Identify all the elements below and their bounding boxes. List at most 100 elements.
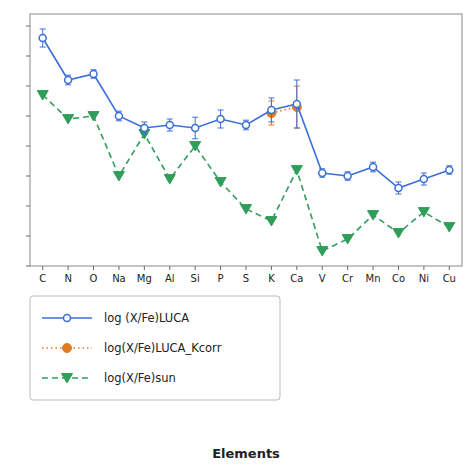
error-bar: [345, 172, 351, 180]
x-tick: [195, 266, 196, 270]
point: [88, 112, 99, 121]
legend-label: log(X/Fe)sun: [104, 371, 176, 385]
point: [395, 185, 402, 192]
error-bar: [319, 169, 325, 177]
x-tick-label: Si: [191, 273, 200, 284]
x-tick: [271, 266, 272, 270]
point: [63, 115, 74, 124]
error-bar: [218, 110, 224, 128]
x-axis-label: Elements: [212, 446, 280, 461]
legend-marker: [63, 344, 72, 353]
x-tick-label: Mn: [366, 273, 381, 284]
x-tick-label: P: [218, 273, 224, 284]
x-tick: [322, 266, 323, 270]
x-tick: [398, 266, 399, 270]
error-bar: [294, 80, 300, 128]
x-tick: [423, 266, 424, 270]
point: [37, 91, 48, 100]
point: [39, 35, 46, 42]
x-tick: [246, 266, 247, 270]
error-bar: [446, 166, 452, 174]
x-tick-label: N: [64, 273, 71, 284]
error-bar: [268, 98, 274, 122]
error-bar: [243, 120, 249, 130]
legend-box: [30, 296, 280, 400]
x-tick-label: K: [268, 273, 275, 284]
legend-marker: [62, 374, 73, 383]
x-tick-label: V: [319, 273, 326, 284]
legend-marker: [64, 315, 71, 322]
point: [291, 166, 302, 175]
point: [446, 167, 453, 174]
point: [241, 205, 252, 214]
x-tick-label: Cr: [342, 273, 354, 284]
point: [393, 229, 404, 238]
x-tick: [118, 266, 119, 270]
y-tick: [26, 266, 30, 267]
point: [90, 71, 97, 78]
x-tick-label: Mg: [137, 273, 152, 284]
point: [141, 125, 148, 132]
error-bar: [65, 75, 71, 85]
point: [368, 211, 379, 220]
x-tick-label: Cu: [443, 273, 456, 284]
point: [192, 125, 199, 132]
point: [164, 175, 175, 184]
error-bar: [167, 119, 173, 131]
y-tick: [26, 146, 30, 147]
legend-label: log (X/Fe)LUCA: [104, 311, 189, 325]
point: [418, 208, 429, 217]
y-tick: [26, 236, 30, 237]
plot-area: [37, 29, 455, 256]
error-bar: [40, 29, 46, 47]
x-tick: [68, 266, 69, 270]
point: [319, 170, 326, 177]
x-tick-label: Ca: [290, 273, 303, 284]
y-tick: [26, 86, 30, 87]
error-bar: [192, 117, 198, 139]
x-tick-label: Co: [392, 273, 405, 284]
x-tick: [347, 266, 348, 270]
point: [243, 122, 250, 129]
point: [317, 247, 328, 256]
y-tick: [26, 206, 30, 207]
x-tick: [373, 266, 374, 270]
error-bar: [91, 70, 97, 78]
point: [115, 113, 122, 120]
point: [268, 107, 275, 114]
x-tick-label: S: [243, 273, 249, 284]
error-bar: [370, 162, 376, 172]
point: [113, 172, 124, 181]
plot-frame: [30, 14, 462, 266]
point: [342, 235, 353, 244]
series-line: [43, 38, 450, 188]
error-bar: [141, 122, 147, 134]
x-tick: [449, 266, 450, 270]
error-bar: [395, 182, 401, 194]
series: [37, 91, 455, 256]
x-tick-label: Al: [165, 273, 175, 284]
point: [293, 101, 300, 108]
point: [190, 142, 201, 151]
point: [65, 77, 72, 84]
x-tick: [220, 266, 221, 270]
x-tick: [93, 266, 94, 270]
point: [166, 122, 173, 129]
point: [215, 178, 226, 187]
point: [370, 164, 377, 171]
point: [420, 176, 427, 183]
point: [266, 217, 277, 226]
series-line: [43, 95, 450, 251]
error-bar: [421, 173, 427, 185]
point: [444, 223, 455, 232]
y-tick: [26, 56, 30, 57]
y-tick: [26, 26, 30, 27]
point: [217, 116, 224, 123]
x-tick-label: Na: [112, 273, 126, 284]
x-tick: [296, 266, 297, 270]
x-tick-label: C: [39, 273, 46, 284]
y-tick: [26, 116, 30, 117]
x-tick-label: O: [90, 273, 98, 284]
error-bar: [116, 111, 122, 121]
x-tick: [42, 266, 43, 270]
